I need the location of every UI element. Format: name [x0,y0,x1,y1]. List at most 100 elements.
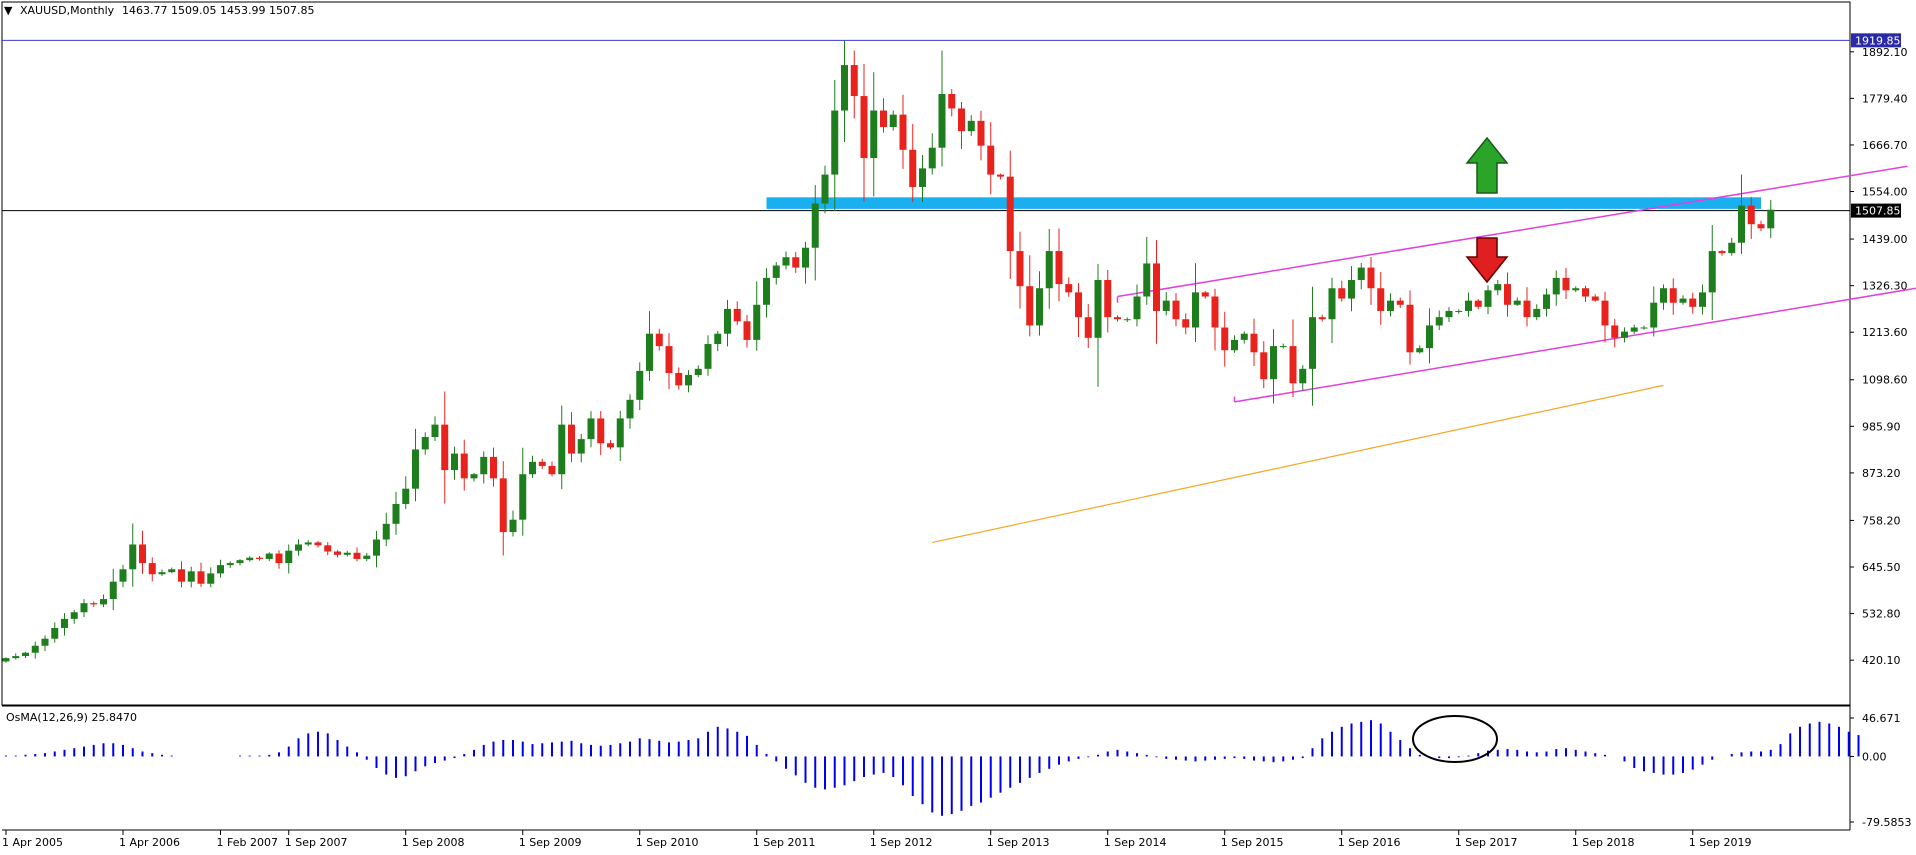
candle-body [129,544,136,569]
candle [1065,277,1072,296]
candle-body [1251,334,1258,353]
candle-body [1611,325,1618,337]
candle [1338,281,1345,302]
candle [305,540,312,546]
y-tick-label: 1554.00 [1862,186,1908,199]
candle [880,98,887,132]
osma-histogram-layer [6,720,1859,816]
candle [1543,289,1550,317]
candle-body [1738,206,1745,243]
candle-body [929,148,936,169]
candle-body [1260,352,1267,379]
candle [81,599,88,617]
candle-body [422,437,429,449]
candle [1007,151,1014,279]
x-tick-label: 1 Apr 2005 [2,836,63,849]
candle-body [402,489,409,504]
candle [1241,331,1248,343]
candle [1153,240,1160,344]
candle [1738,175,1745,254]
y-tick-label: 985.90 [1862,420,1901,433]
candle [1192,263,1199,342]
candle [1134,284,1141,326]
candle [159,570,166,576]
candle-body [42,639,49,646]
y-tick-label: 1666.70 [1862,139,1908,152]
candle-body [188,571,195,581]
candle-body [61,619,68,628]
candle [1728,238,1735,256]
candle [1387,293,1394,316]
candle-body [539,462,546,466]
axis-layer: 1507.851919.851892.101779.401666.701554.… [2,33,1911,849]
candle-body [861,96,868,158]
y-tick-label: 645.50 [1862,561,1901,574]
candle [705,335,712,375]
candle [383,513,390,546]
y-tick-label: 873.20 [1862,467,1901,480]
candle-body [22,653,29,656]
candle-body [1680,299,1687,303]
candle [1407,291,1414,365]
candle-body [441,425,448,470]
candle-body [500,478,507,532]
candle [490,448,497,487]
candle-body [1202,292,1209,296]
candle [968,115,975,136]
candle [1494,280,1501,295]
candle-body [1592,297,1599,301]
osma-highlight-ellipse [1413,716,1497,762]
candle-body [451,454,458,471]
candle-body [1192,292,1199,327]
candle-body [159,572,166,574]
candle [1641,326,1648,330]
candle [1280,344,1287,349]
candle-body [315,542,322,545]
candle [1095,264,1102,387]
candle [1689,293,1696,314]
candle-body [948,94,955,108]
candle-body [1563,278,1570,290]
candle-body [812,204,819,248]
candle-body [734,309,741,321]
candle-body [1173,301,1180,320]
moving-average-line [932,385,1663,542]
candle-body [705,344,712,369]
candle [900,95,907,169]
candle-body [1660,288,1667,302]
candle [1299,365,1306,391]
header-triangle-icon[interactable]: ▼ [4,4,13,17]
candle-body [1767,210,1774,229]
candle [568,412,575,462]
candle [1514,297,1521,306]
candle [1719,250,1726,256]
x-tick-label: 1 Sep 2012 [870,836,933,849]
candle [61,613,68,635]
candle [1251,319,1258,366]
candle [588,411,595,447]
candle [500,461,507,555]
candle [1163,292,1170,316]
x-tick-label: 1 Feb 2007 [217,836,278,849]
candle [919,155,926,202]
candle [1017,232,1024,309]
candle [1670,278,1677,314]
candle [870,72,877,196]
candle-body [627,400,634,419]
candle-body [968,121,975,131]
candle-body [1056,251,1063,284]
candle [334,550,341,557]
candle-body [178,569,185,581]
candle [246,556,253,561]
candle-body [578,439,585,453]
candle-body [1348,280,1355,299]
candle [890,111,897,131]
candle [1026,255,1033,336]
candle [1270,329,1277,403]
candle-body [1358,268,1365,280]
candle-body [880,111,887,128]
candle [1455,309,1462,313]
candle-body [1719,251,1726,253]
